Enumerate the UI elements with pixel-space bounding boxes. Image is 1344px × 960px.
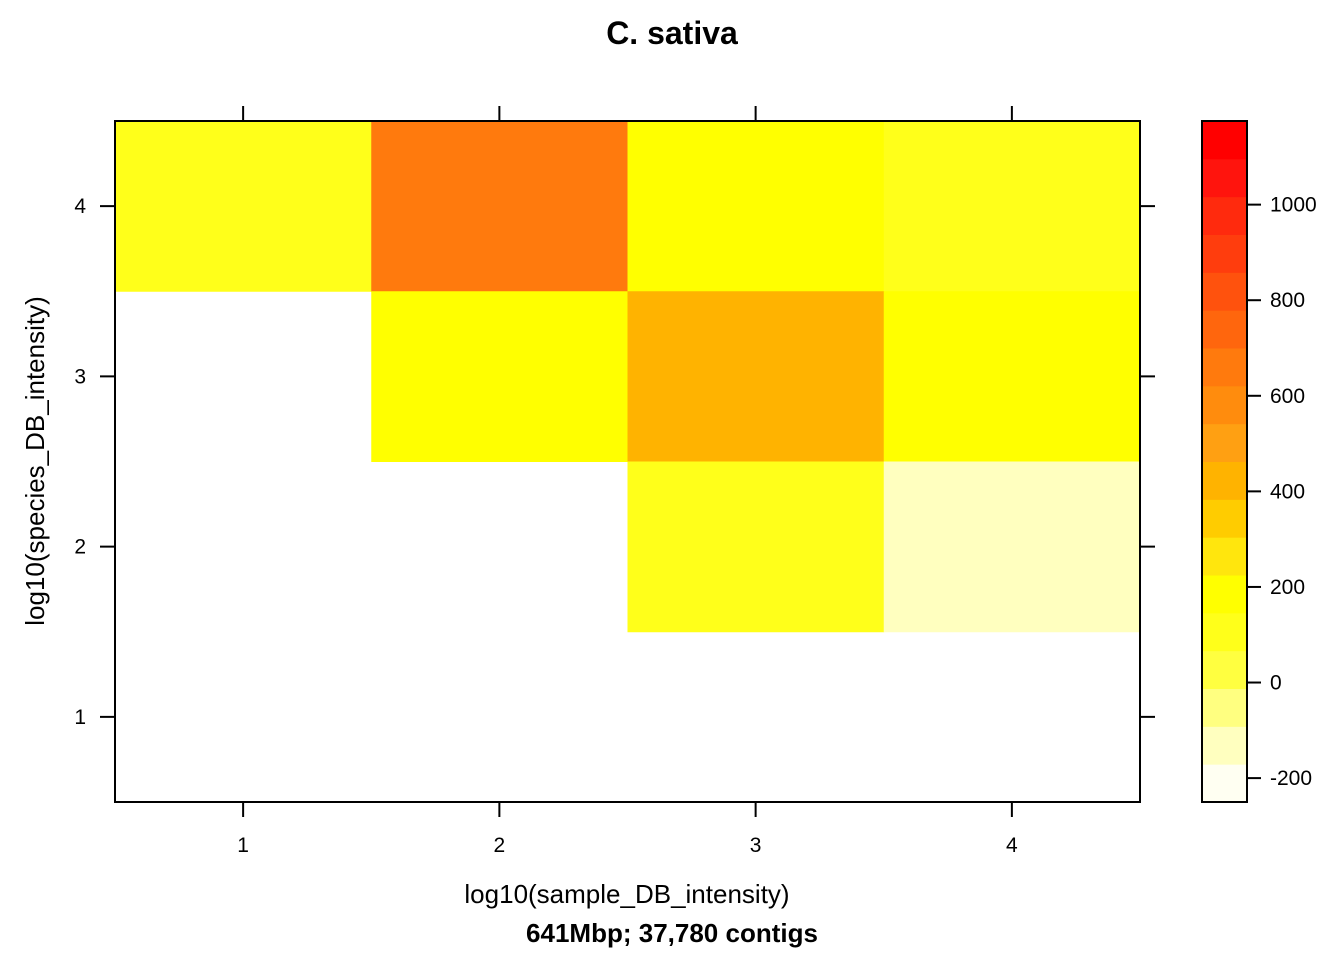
- colorbar-tick-label: 0: [1270, 672, 1282, 695]
- colorbar-segment: [1202, 310, 1247, 349]
- colorbar-tick-label: 400: [1270, 480, 1305, 503]
- heatmap-cell: [627, 461, 885, 633]
- x-tick-label: 4: [1006, 834, 1018, 857]
- plot-frame: [114, 120, 1141, 803]
- y-axis-title: log10(species_DB_intensity): [20, 296, 50, 626]
- colorbar-tick-label: 800: [1270, 289, 1305, 312]
- colorbar-segment: [1202, 499, 1247, 538]
- heatmap-cell: [627, 121, 885, 292]
- colorbar-segment: [1202, 234, 1247, 273]
- colorbar-tick-label: -200: [1270, 767, 1312, 790]
- y-axis: 1 2 3 4: [74, 195, 1155, 729]
- y-tick-label: 4: [74, 195, 86, 218]
- colorbar-segment: [1202, 385, 1247, 425]
- x-axis: 1 2 3 4: [237, 106, 1018, 857]
- colorbar-tick-label: 1000: [1270, 194, 1317, 217]
- heatmap-cell: [371, 121, 628, 292]
- colorbar-frame: [1201, 120, 1248, 803]
- chart-title: C. sativa: [606, 15, 738, 51]
- colorbar-segment: [1202, 196, 1247, 235]
- colorbar-segment: [1202, 423, 1247, 462]
- colorbar-segment: [1202, 575, 1247, 614]
- colorbar-segment: [1202, 688, 1247, 727]
- heatmap-cell: [371, 291, 628, 462]
- x-axis-title: log10(sample_DB_intensity): [464, 879, 789, 909]
- colorbar-segment: [1202, 726, 1247, 765]
- colorbar-segment: [1202, 461, 1247, 500]
- colorbar-tick-label: 200: [1270, 576, 1305, 599]
- y-tick-label: 3: [74, 365, 86, 388]
- colorbar-tick-label: 600: [1270, 385, 1305, 408]
- heatmap-cell: [883, 461, 1141, 633]
- colorbar-segment: [1202, 764, 1247, 803]
- colorbar-segment: [1202, 158, 1247, 198]
- y-tick-label: 1: [74, 706, 86, 729]
- heatmap-cell: [883, 121, 1141, 292]
- colorbar: -200 0 200 400 600 800 1000: [1201, 120, 1317, 803]
- colorbar-segment: [1202, 650, 1247, 689]
- colorbar-segment: [1202, 121, 1247, 160]
- y-tick-label: 2: [74, 536, 86, 559]
- x-tick-label: 2: [494, 834, 506, 857]
- heatmap-cell: [883, 291, 1141, 462]
- colorbar-segment: [1202, 537, 1247, 576]
- heatmap-cell: [627, 291, 885, 462]
- heatmap-cells: [115, 121, 1141, 633]
- x-tick-label: 1: [237, 834, 249, 857]
- chart-subtitle: 641Mbp; 37,780 contigs: [526, 918, 818, 948]
- x-tick-label: 3: [750, 834, 762, 857]
- heatmap-cell: [115, 121, 372, 292]
- colorbar-segment: [1202, 348, 1247, 387]
- colorbar-segment: [1202, 272, 1247, 311]
- colorbar-segment: [1202, 612, 1247, 652]
